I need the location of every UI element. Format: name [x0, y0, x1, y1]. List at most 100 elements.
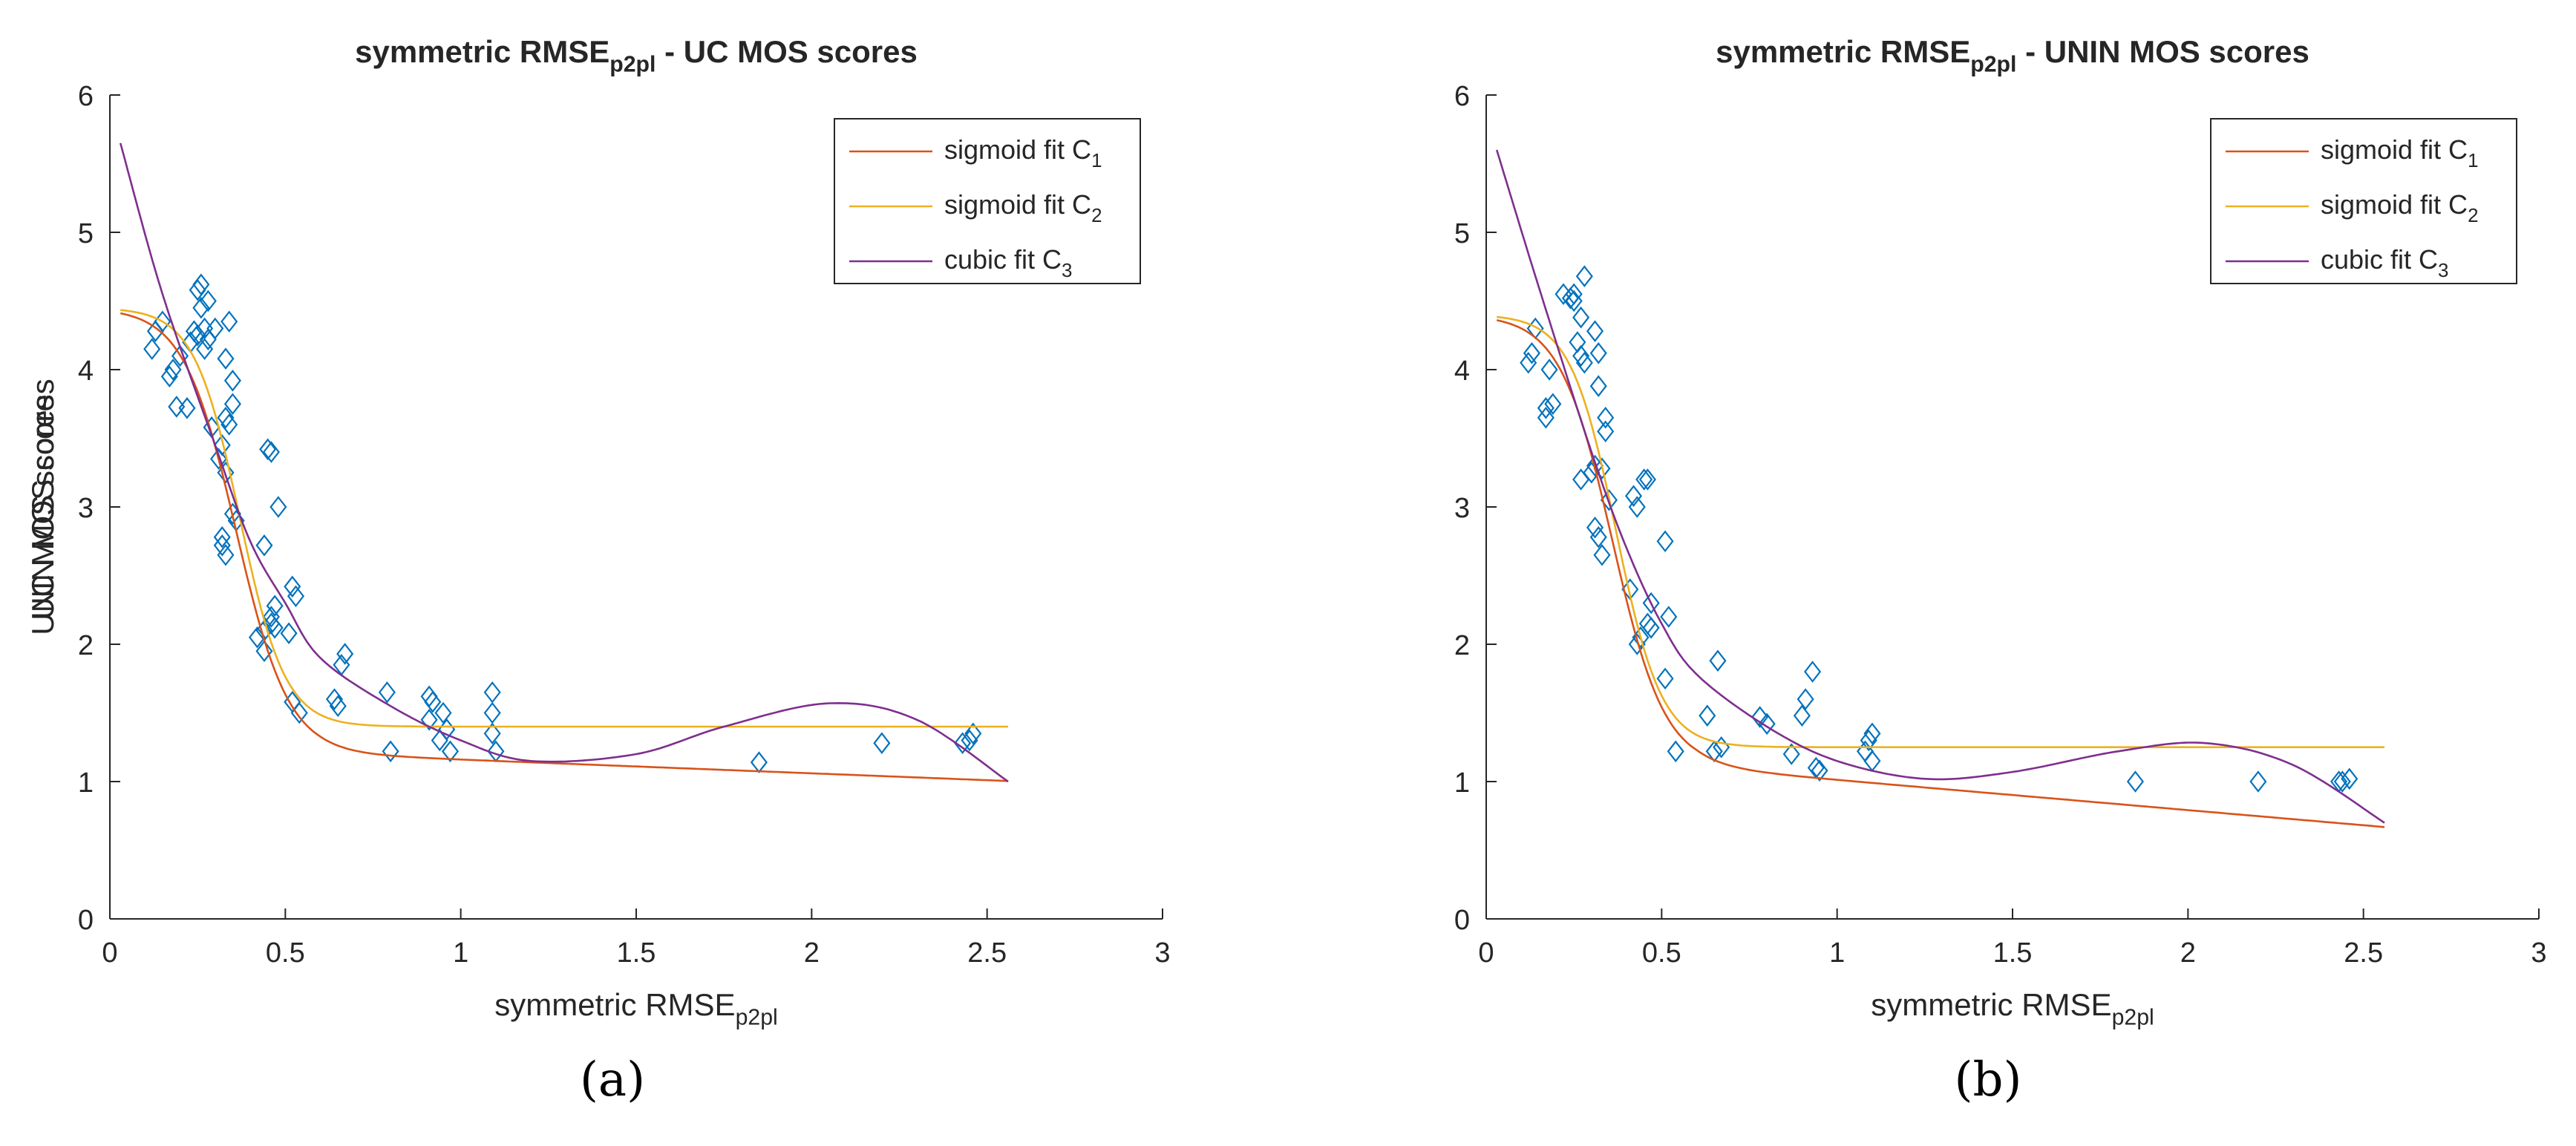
panel-b-label: (b)	[1954, 1052, 2022, 1107]
data-point	[1523, 342, 1540, 364]
y-axis-label: UNIN MOS scores	[25, 379, 60, 635]
data-point	[220, 413, 238, 436]
data-point	[259, 438, 277, 461]
data-point	[434, 701, 452, 724]
data-point	[1642, 592, 1660, 615]
x-axis-label-main: symmetric RMSE	[494, 987, 735, 1022]
chart-title-suffix: - UC MOS scores	[656, 34, 917, 69]
data-point	[217, 543, 235, 566]
data-point	[178, 397, 196, 419]
data-point	[269, 496, 287, 518]
data-point	[1863, 750, 1881, 773]
data-point	[1811, 759, 1828, 782]
data-point	[266, 617, 284, 639]
data-point	[223, 370, 241, 392]
data-point	[192, 296, 210, 319]
legend: sigmoid fit C1 sigmoid fit C2 cubic fit C3	[2210, 118, 2517, 284]
data-point	[189, 324, 206, 347]
data-point	[424, 690, 442, 713]
data-point	[1713, 736, 1730, 759]
y-tick-label: 5	[1454, 218, 1470, 249]
legend-label: sigmoid fit C1	[944, 134, 1102, 171]
y-tick-label: 6	[78, 81, 94, 112]
legend-label-main: sigmoid fit C	[2321, 189, 2468, 220]
legend-label: cubic fit C3	[2321, 244, 2448, 281]
data-point	[189, 278, 206, 301]
data-point	[1589, 342, 1607, 364]
sigmoid-fit-c1-line	[1496, 319, 2385, 828]
data-point	[1709, 649, 1727, 672]
y-tick-label: 3	[78, 493, 94, 524]
y-axis-label-main: UC MOS scores	[25, 394, 60, 619]
data-point	[961, 729, 978, 752]
data-point	[1586, 320, 1604, 342]
data-point	[483, 701, 501, 724]
data-point	[1537, 406, 1555, 429]
data-point	[164, 358, 182, 381]
data-point	[1804, 661, 1822, 683]
data-point	[1575, 265, 1593, 287]
data-point	[1638, 468, 1656, 491]
data-point	[1863, 722, 1881, 745]
chart-title: symmetric RMSEp2pl - UNIN MOS scores	[1716, 34, 2309, 77]
y-tick-label: 4	[1454, 356, 1470, 387]
data-point	[1526, 317, 1544, 340]
x-tick-label: 3	[2531, 937, 2546, 969]
data-point	[168, 396, 186, 418]
x-axis-label-sub: p2pl	[736, 1006, 778, 1030]
y-tick-label: 0	[78, 905, 94, 936]
data-point	[329, 695, 347, 718]
data-point	[483, 722, 501, 745]
data-point	[223, 393, 241, 416]
data-point	[1797, 688, 1814, 710]
data-point	[1699, 704, 1716, 727]
data-point	[209, 448, 228, 471]
data-point	[1597, 406, 1615, 429]
sigmoid-fit-c2-line	[120, 309, 1008, 728]
data-point	[1667, 740, 1684, 763]
data-point	[1793, 704, 1811, 727]
data-point	[325, 688, 344, 710]
legend-label-sub: 3	[1062, 261, 1072, 281]
legend-label: sigmoid fit C1	[2321, 134, 2478, 171]
x-tick-label: 2.5	[2344, 937, 2383, 969]
data-markers	[1520, 265, 2358, 793]
cubic-fit-c3-line	[119, 143, 1009, 783]
data-point	[290, 701, 308, 724]
data-point	[262, 441, 280, 463]
data-point	[1656, 667, 1674, 690]
data-point	[1593, 543, 1611, 566]
x-tick-label: 2	[2180, 937, 2196, 969]
data-point	[1586, 516, 1604, 539]
data-point	[1520, 351, 1537, 374]
data-point	[160, 365, 178, 388]
data-point	[420, 708, 438, 731]
data-point	[1589, 375, 1607, 397]
data-point	[280, 622, 298, 644]
data-point	[213, 525, 231, 549]
x-tick-label: 0.5	[1642, 937, 1681, 969]
data-point	[750, 751, 768, 773]
data-point	[1572, 344, 1590, 367]
data-point	[1660, 606, 1678, 628]
y-tick-label: 2	[78, 630, 94, 661]
data-point	[213, 534, 231, 557]
y-tick-label: 0	[1454, 905, 1470, 936]
data-point	[1624, 485, 1643, 507]
data-point	[284, 575, 301, 598]
legend-label: cubic fit C3	[944, 244, 1072, 281]
data-point	[1589, 525, 1607, 549]
data-point	[1540, 358, 1558, 381]
data-point	[336, 643, 354, 665]
data-point	[1656, 530, 1674, 553]
data-point	[378, 681, 396, 704]
legend-label-sub: 2	[2468, 206, 2478, 226]
data-point	[266, 595, 284, 617]
data-point	[1537, 397, 1555, 419]
chart-title-sub: p2pl	[609, 53, 656, 77]
data-point	[1555, 283, 1572, 306]
legend-box	[2210, 118, 2517, 284]
